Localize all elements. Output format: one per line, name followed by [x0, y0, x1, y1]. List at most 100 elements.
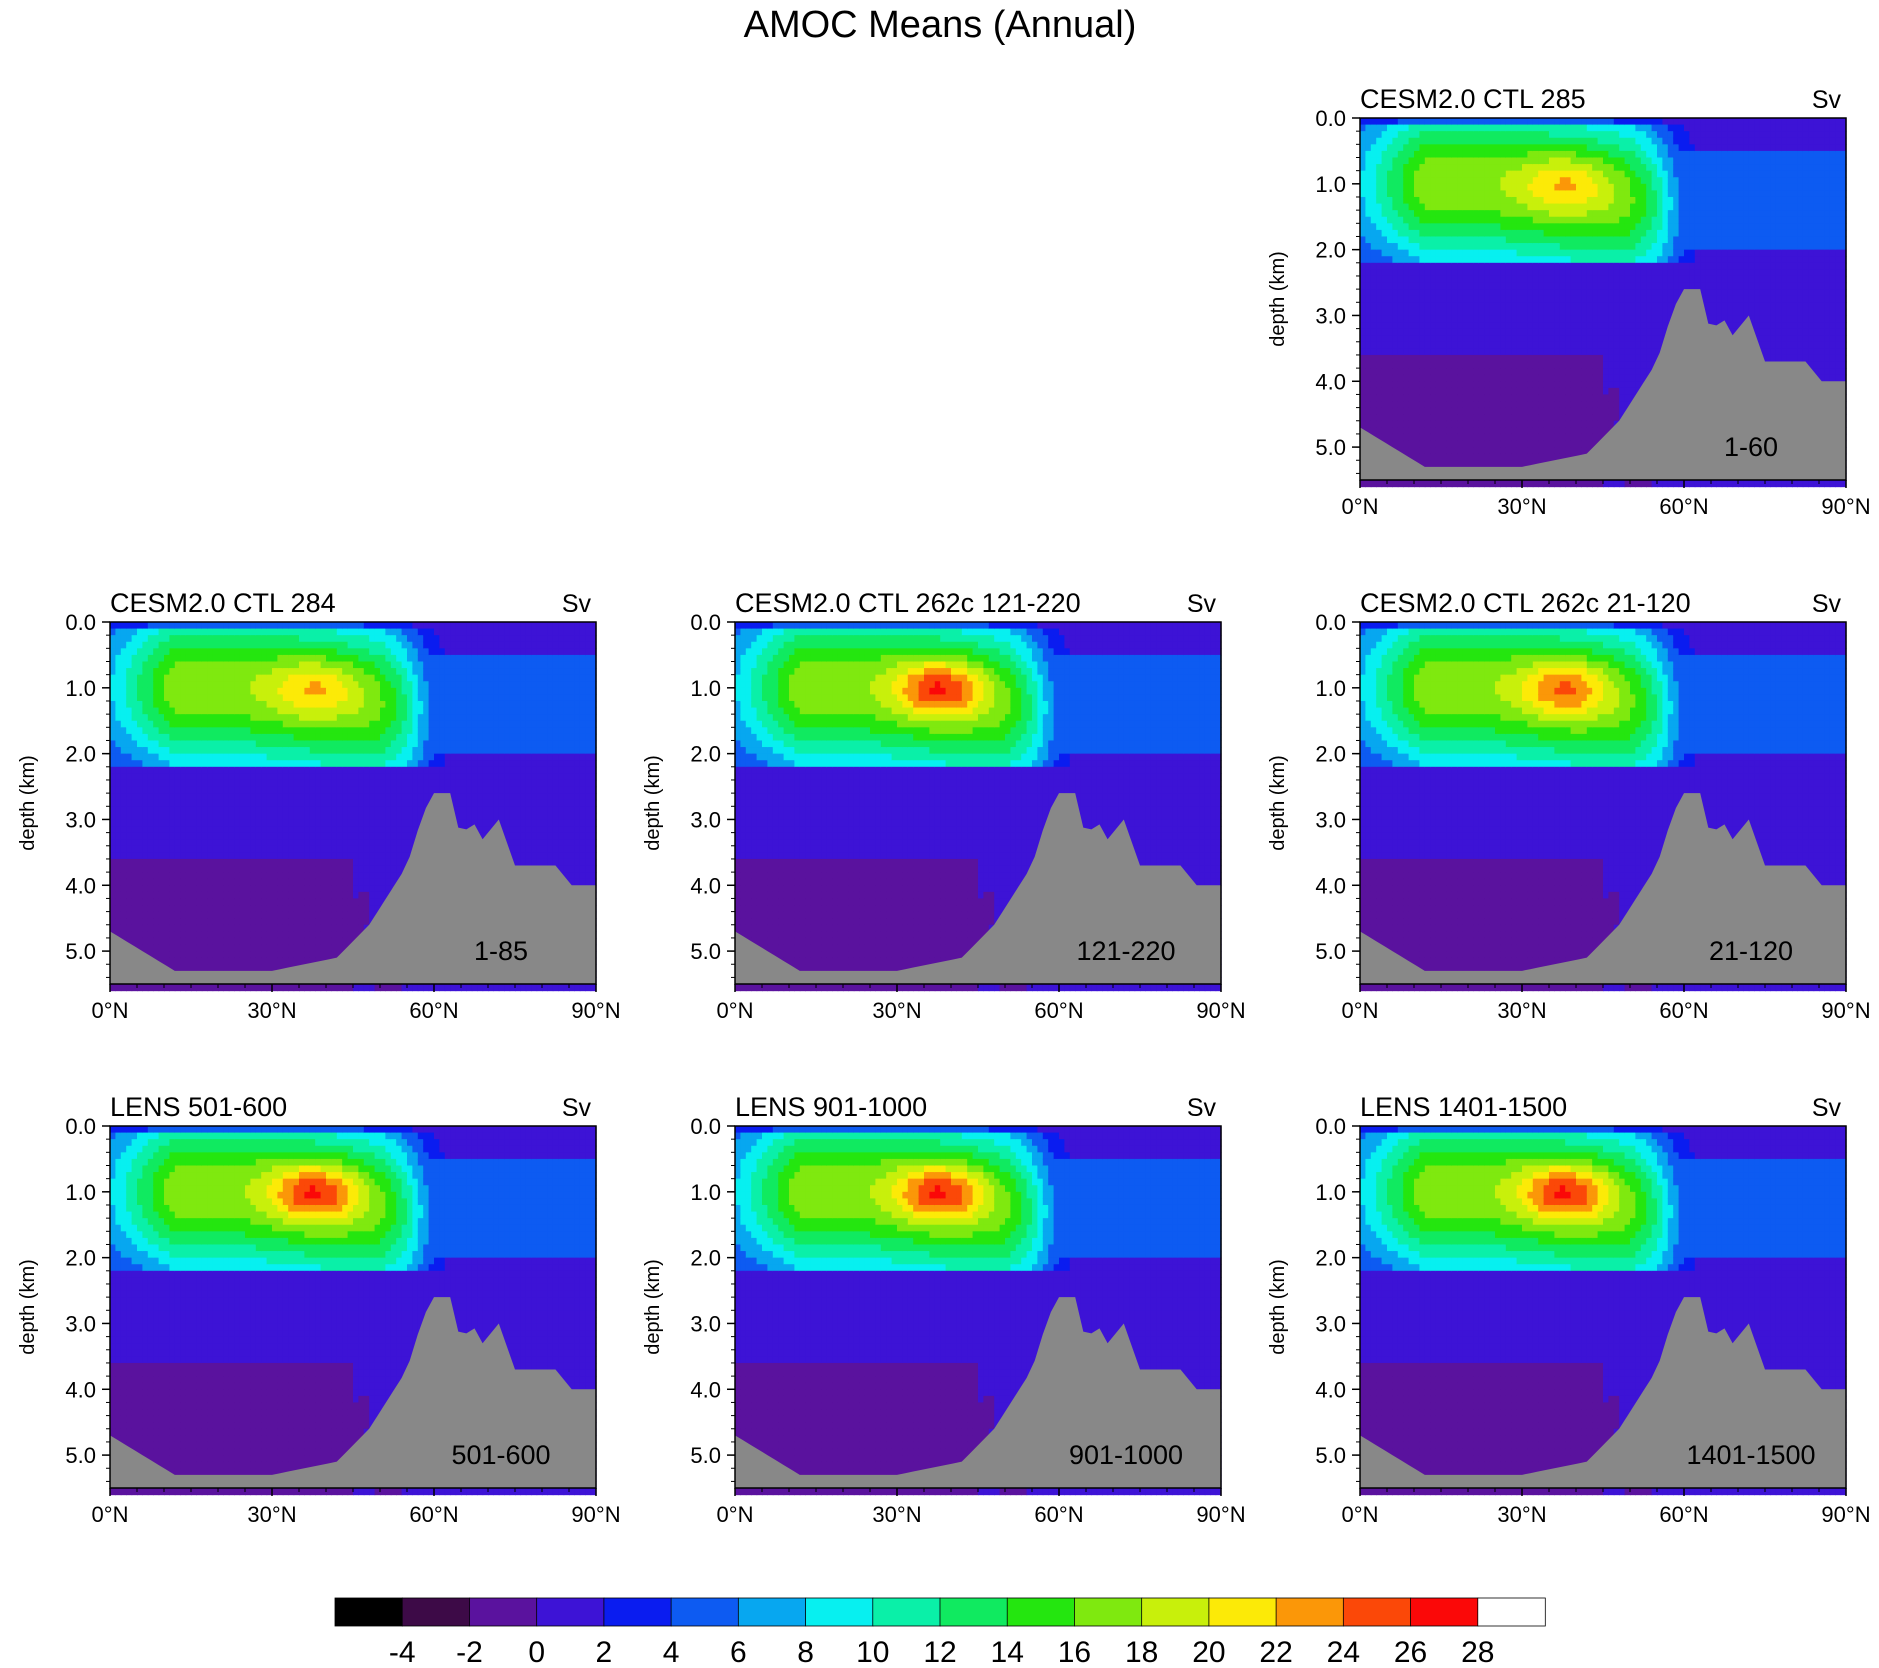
contour-cell	[1490, 447, 1496, 454]
contour-cell	[1527, 269, 1533, 276]
contour-cell	[1457, 401, 1463, 408]
contour-cell	[1733, 210, 1739, 217]
contour-cell	[1754, 230, 1760, 237]
contour-cell	[1446, 460, 1452, 467]
contour-cell	[1382, 434, 1388, 441]
contour-cell	[1673, 243, 1679, 250]
contour-cell	[1538, 362, 1544, 369]
contour-cell	[1592, 427, 1598, 434]
contour-cell	[1484, 296, 1490, 303]
contour-cell	[1425, 434, 1431, 441]
contour-cell	[1468, 375, 1474, 382]
contour-cell	[1727, 204, 1733, 211]
contour-cell	[1571, 283, 1577, 290]
contour-cell	[1652, 250, 1658, 257]
contour-cell	[1738, 315, 1744, 322]
contour-cell	[1560, 256, 1566, 263]
contour-cell	[1592, 408, 1598, 415]
contour-cell	[1500, 171, 1506, 178]
contour-cell	[1549, 348, 1555, 355]
contour-cell	[1646, 289, 1652, 296]
contour-cell	[1646, 210, 1652, 217]
contour-cell	[1776, 269, 1782, 276]
contour-cell	[1425, 348, 1431, 355]
contour-cell	[1592, 480, 1598, 487]
contour-cell	[1463, 151, 1469, 158]
contour-cell	[1506, 388, 1512, 395]
contour-cell	[1446, 421, 1452, 428]
contour-cell	[1554, 401, 1560, 408]
contour-cell	[1419, 276, 1425, 283]
contour-cell	[1360, 342, 1366, 349]
contour-cell	[1468, 342, 1474, 349]
contour-cell	[1706, 276, 1712, 283]
contour-cell	[1527, 441, 1533, 448]
contour-cell	[1635, 230, 1641, 237]
contour-cell	[1479, 256, 1485, 263]
contour-cell	[1371, 190, 1377, 197]
contour-cell	[1738, 210, 1744, 217]
contour-cell	[1441, 296, 1447, 303]
contour-cell	[1716, 296, 1722, 303]
contour-cell	[1554, 138, 1560, 145]
contour-cell	[1635, 269, 1641, 276]
contour-cell	[1398, 236, 1404, 243]
contour-cell	[1603, 204, 1609, 211]
contour-cell	[1641, 480, 1647, 487]
contour-cell	[1603, 223, 1609, 230]
contour-cell	[1495, 276, 1501, 283]
contour-cell	[1506, 118, 1512, 125]
contour-cell	[1754, 322, 1760, 329]
contour-cell	[1463, 171, 1469, 178]
contour-cell	[1511, 125, 1517, 132]
contour-cell	[1479, 414, 1485, 421]
contour-cell	[1403, 441, 1409, 448]
contour-cell	[1738, 309, 1744, 316]
contour-cell	[1409, 164, 1415, 171]
contour-cell	[1484, 441, 1490, 448]
contour-cell	[1430, 184, 1436, 191]
contour-cell	[1760, 144, 1766, 151]
contour-cell	[1641, 118, 1647, 125]
contour-cell	[1603, 125, 1609, 132]
contour-cell	[1700, 230, 1706, 237]
contour-cell	[1722, 138, 1728, 145]
contour-cell	[1403, 368, 1409, 375]
contour-cell	[1619, 204, 1625, 211]
contour-cell	[1452, 250, 1458, 257]
contour-cell	[1376, 381, 1382, 388]
contour-cell	[1544, 355, 1550, 362]
contour-cell	[1554, 144, 1560, 151]
contour-cell	[1430, 210, 1436, 217]
contour-cell	[1603, 276, 1609, 283]
contour-cell	[1662, 157, 1668, 164]
contour-cell	[1549, 256, 1555, 263]
contour-cell	[1436, 210, 1442, 217]
contour-cell	[1760, 217, 1766, 224]
contour-cell	[1679, 151, 1685, 158]
contour-cell	[1473, 217, 1479, 224]
contour-cell	[1776, 125, 1782, 132]
contour-cell	[1743, 309, 1749, 316]
contour-cell	[1473, 322, 1479, 329]
contour-cell	[1587, 329, 1593, 336]
contour-cell	[1479, 144, 1485, 151]
contour-cell	[1657, 164, 1663, 171]
contour-cell	[1765, 322, 1771, 329]
contour-cell	[1446, 171, 1452, 178]
contour-cell	[1511, 388, 1517, 395]
contour-cell	[1414, 434, 1420, 441]
contour-cell	[1787, 243, 1793, 250]
contour-cell	[1382, 408, 1388, 415]
contour-cell	[1517, 454, 1523, 461]
contour-cell	[1754, 296, 1760, 303]
contour-cell	[1733, 171, 1739, 178]
contour-cell	[1441, 441, 1447, 448]
contour-cell	[1770, 144, 1776, 151]
contour-cell	[1392, 164, 1398, 171]
contour-cell	[1592, 414, 1598, 421]
contour-cell	[1398, 204, 1404, 211]
contour-cell	[1360, 230, 1366, 237]
contour-cell	[1635, 151, 1641, 158]
contour-cell	[1749, 144, 1755, 151]
